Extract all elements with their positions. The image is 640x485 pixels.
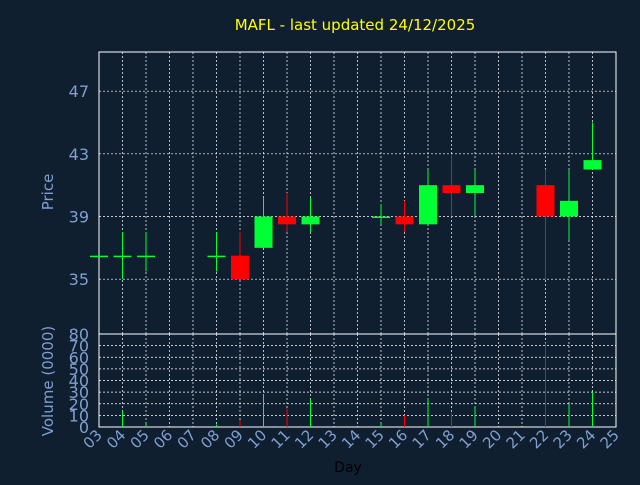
volume-tick-label: 70	[69, 337, 89, 356]
day-tick-label: 23	[550, 426, 576, 452]
day-tick-label: 06	[150, 426, 176, 452]
candle-body	[278, 216, 296, 225]
volume-bars	[122, 343, 593, 427]
day-tick-label: 16	[385, 426, 411, 452]
candle-body	[137, 255, 155, 258]
volume-axis-label: Volume (0000)	[39, 326, 57, 436]
volume-tick-label: 20	[69, 395, 89, 414]
candle-body	[536, 185, 555, 217]
candle-body	[231, 255, 249, 280]
volume-tick-label: 30	[69, 383, 89, 402]
day-tick-label: 08	[197, 426, 223, 452]
candle-body	[560, 200, 578, 217]
volume-tick-label: 80	[69, 325, 89, 344]
candle-body	[254, 216, 273, 248]
price-tick-label: 39	[69, 208, 89, 227]
day-tick-label: 22	[526, 426, 552, 452]
candle-body	[207, 255, 226, 258]
volume-grid	[98, 334, 617, 427]
day-tick-label: 04	[103, 426, 129, 452]
candle-body	[466, 185, 484, 193]
price-axis-label: Price	[39, 174, 57, 211]
price-axis-ticks: 35 39 43 47	[69, 82, 89, 289]
chart-title: MAFL - last updated 24/12/2025	[235, 16, 476, 34]
day-axis-label: Day	[334, 460, 362, 476]
day-tick-label: 11	[268, 426, 294, 452]
day-tick-label: 10	[244, 426, 270, 452]
day-tick-label: 12	[291, 426, 317, 452]
candle-body	[395, 216, 414, 225]
day-tick-label: 15	[362, 426, 388, 452]
candle-body	[583, 160, 602, 170]
candle-body	[301, 216, 320, 225]
volume-tick-label: 10	[69, 406, 89, 425]
candle-body	[90, 255, 108, 258]
day-tick-label: 24	[573, 426, 599, 452]
volume-tick-label: 60	[69, 348, 89, 367]
day-tick-label: 14	[338, 426, 364, 452]
price-tick-label: 43	[69, 145, 89, 164]
day-tick-label: 05	[127, 426, 153, 452]
candle-body	[372, 216, 390, 218]
day-axis-ticks: 0304050607080910111213141516171819202122…	[80, 426, 623, 452]
candle-body	[442, 185, 461, 193]
volume-tick-label: 40	[69, 372, 89, 391]
candle-body	[419, 185, 437, 225]
candles	[90, 122, 602, 280]
day-tick-label: 07	[174, 426, 200, 452]
day-tick-label: 19	[456, 426, 482, 452]
day-tick-label: 25	[597, 426, 623, 452]
day-tick-label: 20	[479, 426, 505, 452]
day-tick-label: 09	[221, 426, 247, 452]
price-tick-label: 35	[69, 270, 89, 289]
day-tick-label: 13	[315, 426, 341, 452]
day-tick-label: 21	[503, 426, 529, 452]
volume-tick-label: 0	[79, 418, 89, 437]
volume-tick-label: 50	[69, 360, 89, 379]
day-tick-label: 18	[432, 426, 458, 452]
day-tick-label: 17	[409, 426, 435, 452]
price-tick-label: 47	[69, 82, 89, 101]
volume-plot-frame	[98, 333, 617, 428]
candle-body	[113, 255, 132, 258]
